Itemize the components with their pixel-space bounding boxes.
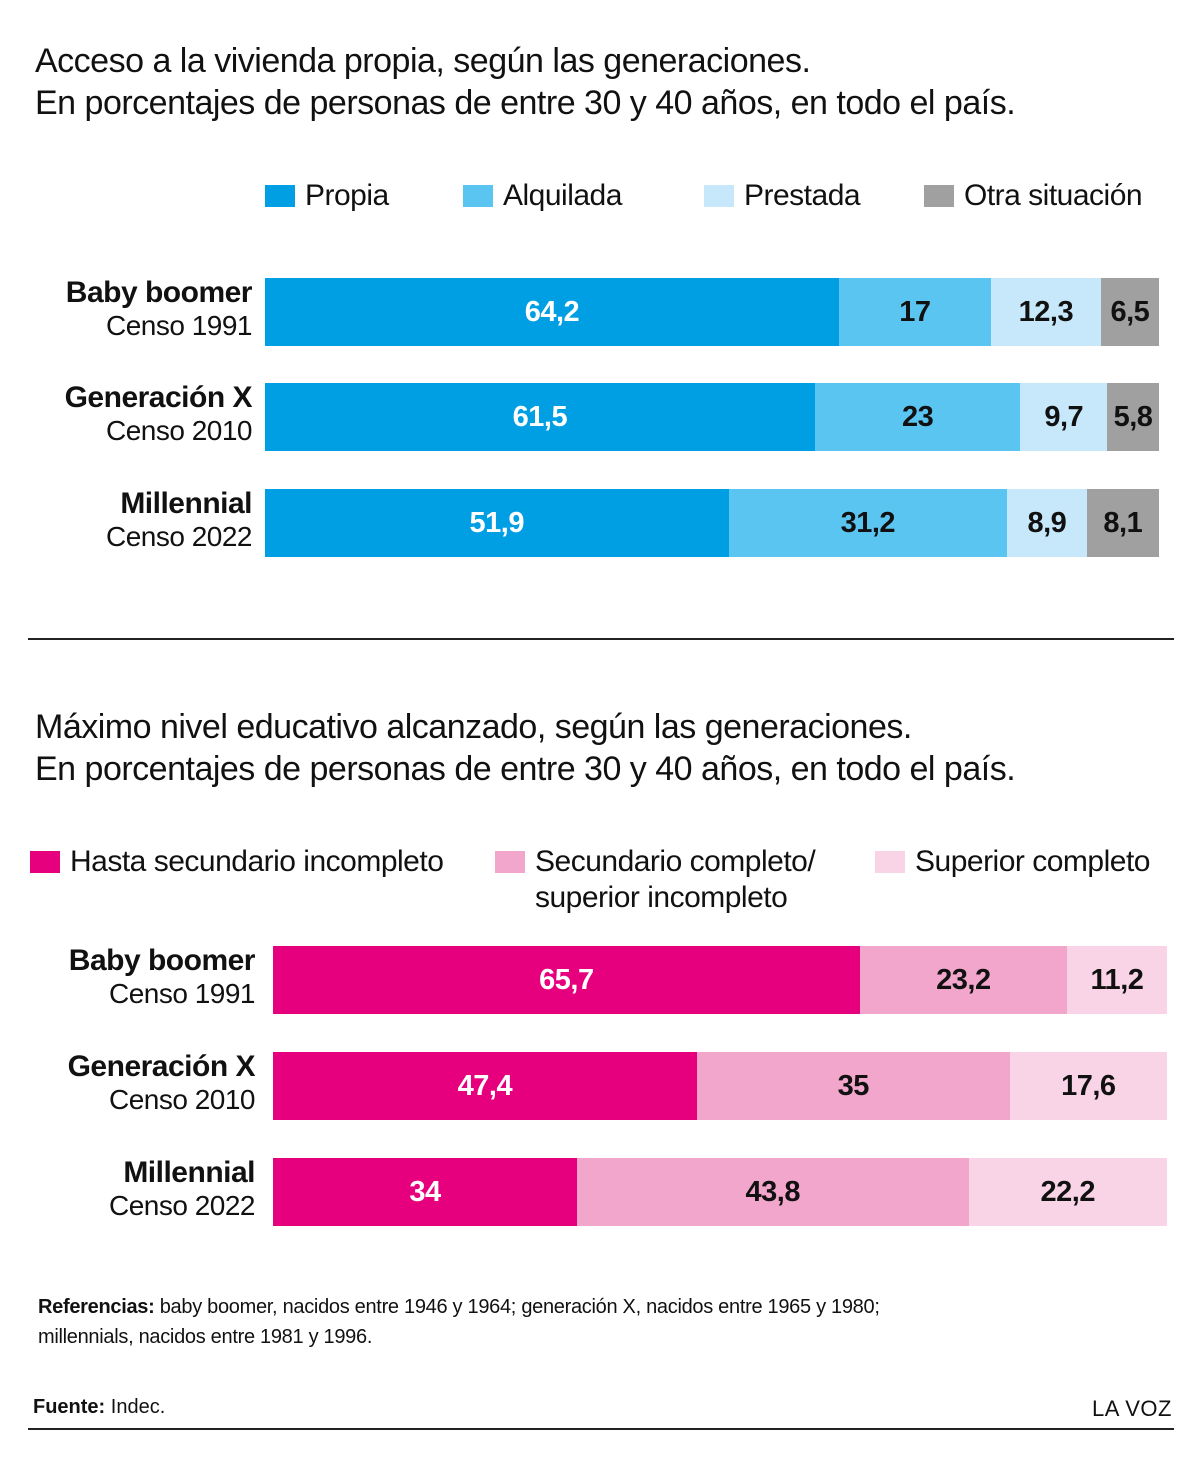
bar-segment: 31,2 <box>728 489 1008 557</box>
stacked-bar: 61,5 23 9,7 5,8 <box>265 383 1159 451</box>
bar-segment: 6,5 <box>1100 278 1159 346</box>
row-generation-label: Generación X <box>67 1050 256 1083</box>
chart1-title: Acceso a la vivienda propia, según las g… <box>35 42 811 80</box>
brand-logo-text: LA VOZ <box>1091 1396 1172 1421</box>
bar-segment: 8,1 <box>1086 489 1159 557</box>
bar-segment: 22,2 <box>968 1158 1167 1226</box>
references-note: Referencias: baby boomer, nacidos entre … <box>38 1292 880 1352</box>
bar-segment: 51,9 <box>265 489 729 557</box>
bar-segment: 23,2 <box>859 946 1067 1014</box>
row-label: Millennial Censo 2022 <box>12 487 253 553</box>
row-census-label: Censo 2022 <box>108 1190 256 1221</box>
legend-label: Alquilada <box>503 179 622 212</box>
bar-segment: 64,2 <box>265 278 839 346</box>
bar-segment: 9,7 <box>1020 383 1108 451</box>
row-generation-label: Baby boomer <box>68 944 256 977</box>
row-label: Baby boomer Censo 1991 <box>15 944 256 1010</box>
source-label: Fuente: <box>33 1396 106 1418</box>
stacked-bar: 47,4 35 17,6 <box>273 1052 1167 1120</box>
bar-segment: 17,6 <box>1009 1052 1167 1120</box>
references-text-line2: millennials, nacidos entre 1981 y 1996. <box>38 1326 373 1348</box>
row-census-label: Censo 2022 <box>105 521 253 552</box>
chart1-title-block: Acceso a la vivienda propia, según las g… <box>35 40 1016 124</box>
legend-swatch <box>704 185 734 207</box>
chart2-title: Máximo nivel educativo alcanzado, según … <box>35 708 912 746</box>
row-label: Generación X Censo 2010 <box>15 1050 256 1116</box>
legend-item: Superior completo <box>875 844 1150 880</box>
legend-label: Secundario completo/superior incompleto <box>535 845 816 914</box>
legend-label: Superior completo <box>915 845 1150 878</box>
source-text: Indec. <box>105 1396 166 1418</box>
legend-swatch <box>875 851 905 873</box>
row-census-label: Censo 2010 <box>108 1084 256 1115</box>
row-census-label: Censo 1991 <box>105 310 253 341</box>
bar-segment: 47,4 <box>273 1052 697 1120</box>
bar-segment: 11,2 <box>1066 946 1167 1014</box>
row-census-label: Censo 1991 <box>108 978 256 1009</box>
legend-item: Hasta secundario incompleto <box>30 844 444 880</box>
bar-segment: 12,3 <box>990 278 1101 346</box>
legend-swatch <box>265 185 295 207</box>
bar-segment: 34 <box>273 1158 577 1226</box>
bar-segment: 5,8 <box>1107 383 1159 451</box>
row-label: Baby boomer Censo 1991 <box>12 276 253 342</box>
stacked-bar: 65,7 23,2 11,2 <box>273 946 1167 1014</box>
legend-item: Prestada <box>704 178 861 214</box>
stacked-bar: 34 43,8 22,2 <box>273 1158 1167 1226</box>
references-label: Referencias: <box>38 1296 155 1318</box>
references-text-line1: baby boomer, nacidos entre 1946 y 1964; … <box>154 1296 880 1318</box>
row-label: Millennial Censo 2022 <box>15 1156 256 1222</box>
chart2-subtitle: En porcentajes de personas de entre 30 y… <box>35 750 1016 788</box>
legend-label: Prestada <box>744 179 861 212</box>
stacked-bar: 51,9 31,2 8,9 8,1 <box>265 489 1159 557</box>
legend-swatch <box>924 185 954 207</box>
chart2-title-block: Máximo nivel educativo alcanzado, según … <box>35 706 1016 790</box>
legend-swatch <box>495 851 525 873</box>
stacked-bar: 64,2 17 12,3 6,5 <box>265 278 1159 346</box>
bar-segment: 61,5 <box>265 383 815 451</box>
legend-item: Propia <box>265 178 389 214</box>
bar-segment: 17 <box>838 278 991 346</box>
bar-segment: 8,9 <box>1007 489 1087 557</box>
row-generation-label: Baby boomer <box>65 276 253 309</box>
bar-segment: 43,8 <box>576 1158 969 1226</box>
chart1-subtitle: En porcentajes de personas de entre 30 y… <box>35 84 1016 122</box>
bar-segment: 35 <box>696 1052 1010 1120</box>
row-census-label: Censo 2010 <box>105 415 253 446</box>
row-generation-label: Generación X <box>64 381 253 414</box>
section-divider <box>28 638 1174 640</box>
row-generation-label: Millennial <box>120 487 252 520</box>
legend-swatch <box>463 185 493 207</box>
bar-segment: 23 <box>814 383 1021 451</box>
legend-label: Propia <box>305 179 389 212</box>
row-label: Generación X Censo 2010 <box>12 381 253 447</box>
legend-swatch <box>30 851 60 873</box>
legend-item: Secundario completo/superior incompleto <box>495 844 816 916</box>
legend-label: Otra situación <box>964 179 1143 212</box>
bottom-rule <box>28 1428 1174 1430</box>
legend-item: Alquilada <box>463 178 622 214</box>
legend-item: Otra situación <box>924 178 1143 214</box>
bar-segment: 65,7 <box>273 946 860 1014</box>
row-generation-label: Millennial <box>123 1156 255 1189</box>
legend-label: Hasta secundario incompleto <box>70 845 444 878</box>
source-note: Fuente: Indec. <box>33 1394 165 1420</box>
